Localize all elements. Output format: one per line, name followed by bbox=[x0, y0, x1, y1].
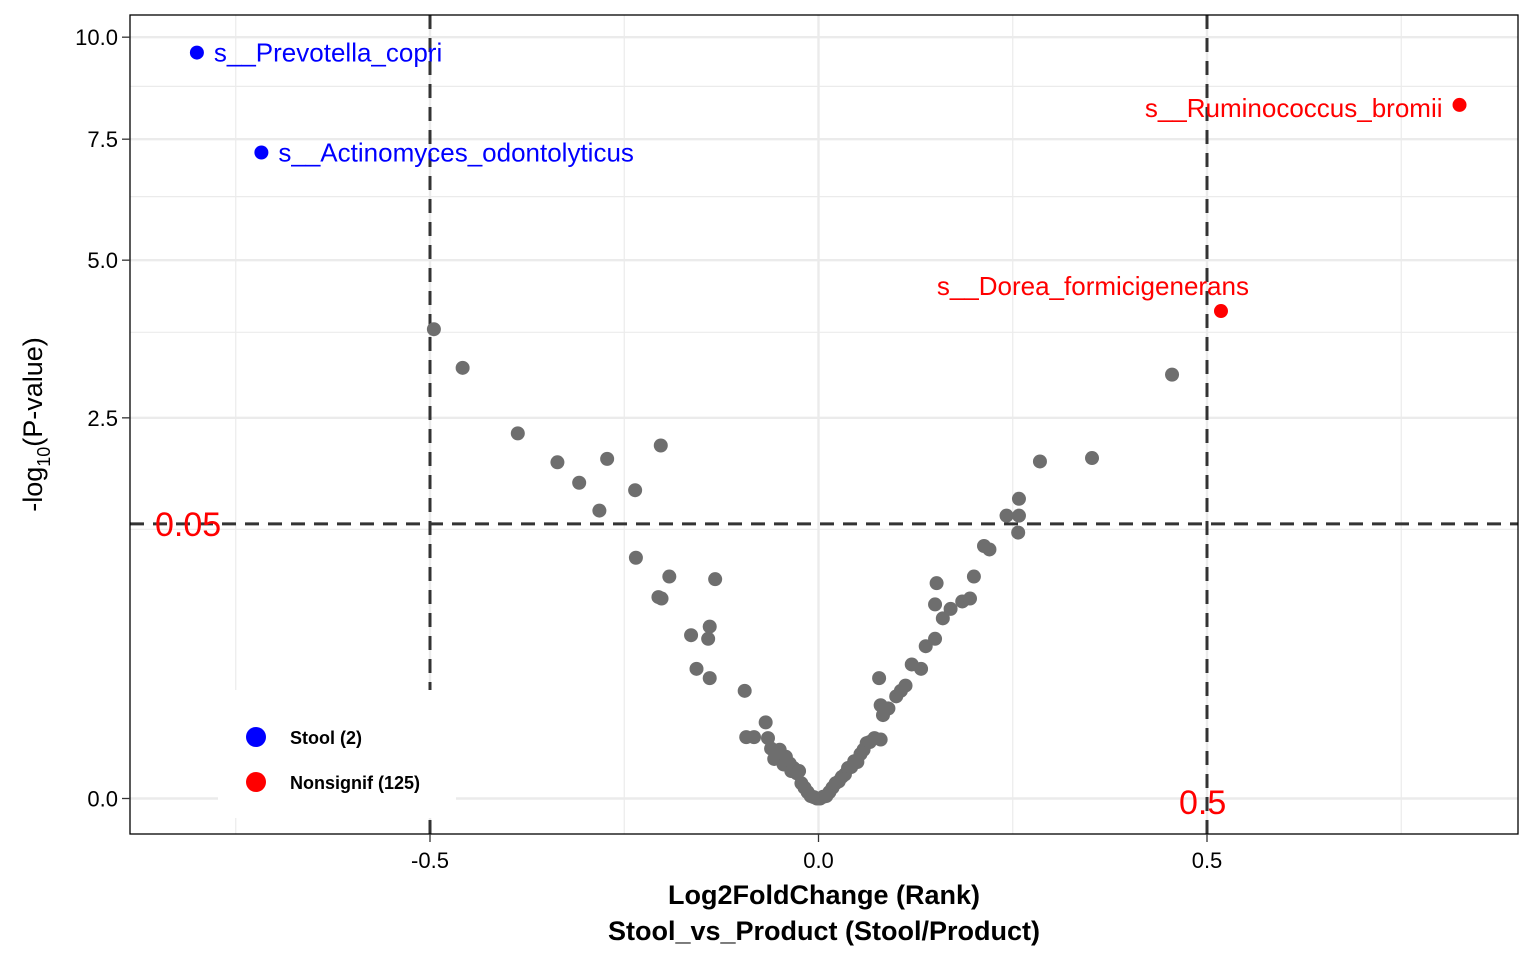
data-point bbox=[928, 597, 943, 612]
data-point bbox=[702, 619, 717, 634]
legend-background bbox=[218, 690, 456, 818]
y-axis-title-suffix: (P-value) bbox=[18, 337, 48, 447]
x-axis-title: Log2FoldChange (Rank) bbox=[668, 880, 980, 910]
data-point bbox=[1085, 451, 1100, 466]
data-point bbox=[1165, 367, 1180, 382]
threshold-lines bbox=[130, 15, 1518, 834]
y-axis-title: -log10(P-value) bbox=[18, 337, 54, 512]
legend-label-stool: Stool (2) bbox=[290, 728, 362, 748]
data-point bbox=[701, 631, 716, 646]
data-point bbox=[929, 576, 944, 591]
data-point bbox=[966, 569, 981, 584]
legend-key-nonsignif bbox=[246, 772, 266, 792]
data-point bbox=[918, 639, 933, 654]
point-label: s__Dorea_formicigenerans bbox=[937, 271, 1249, 301]
data-point bbox=[708, 572, 723, 587]
data-point bbox=[747, 730, 762, 745]
labeled-point bbox=[1213, 304, 1228, 319]
data-points bbox=[189, 45, 1467, 806]
data-point bbox=[702, 671, 717, 686]
point-label: s__Actinomyces_odontolyticus bbox=[278, 137, 634, 167]
data-point bbox=[914, 661, 929, 676]
data-point bbox=[689, 661, 704, 676]
point-labels: s__Prevotella_copri s__Actinomyces_odonto… bbox=[214, 38, 1443, 301]
x-axis-subtitle: Stool_vs_Product (Stool/Product) bbox=[608, 916, 1040, 946]
data-point bbox=[628, 550, 643, 565]
data-point bbox=[510, 426, 525, 441]
labeled-point bbox=[1452, 97, 1467, 112]
legend-key-stool bbox=[246, 727, 266, 747]
data-point bbox=[684, 628, 699, 643]
y-tick-label: 0.0 bbox=[87, 787, 118, 812]
y-tick-label: 2.5 bbox=[87, 406, 118, 431]
data-point bbox=[654, 591, 669, 606]
data-point bbox=[550, 455, 565, 470]
data-point bbox=[872, 671, 887, 686]
data-point bbox=[455, 360, 470, 375]
data-point bbox=[898, 678, 913, 693]
y-axis-title-prefix: -log bbox=[18, 467, 48, 512]
panel-border bbox=[129, 14, 1519, 835]
data-point bbox=[760, 731, 775, 746]
legend: Stool (2) Nonsignif (125) bbox=[218, 690, 456, 818]
data-point bbox=[592, 503, 607, 518]
data-point bbox=[600, 451, 615, 466]
y-tick-label: 10.0 bbox=[75, 25, 118, 50]
data-point bbox=[873, 732, 888, 747]
x-tick-label: -0.5 bbox=[411, 848, 449, 873]
y-axis-title-subscript: 10 bbox=[34, 447, 54, 467]
data-point bbox=[628, 483, 643, 498]
labeled-point bbox=[254, 145, 269, 160]
data-point bbox=[737, 683, 752, 698]
data-point bbox=[653, 438, 668, 453]
axis-ticks: 0.0 2.5 5.0 7.5 10.0 -0.5 0.0 0.5 bbox=[75, 25, 1222, 873]
threshold-p-label: 0.05 bbox=[155, 506, 221, 544]
data-point bbox=[982, 542, 997, 557]
data-point bbox=[881, 701, 896, 716]
data-point bbox=[662, 569, 677, 584]
data-point bbox=[999, 508, 1014, 523]
x-tick-label: 0.5 bbox=[1192, 848, 1223, 873]
point-label: s__Prevotella_copri bbox=[214, 38, 442, 68]
data-point bbox=[1032, 454, 1047, 469]
data-point bbox=[426, 322, 441, 337]
labeled-point bbox=[189, 45, 204, 60]
data-point bbox=[1011, 525, 1026, 540]
legend-label-nonsignif: Nonsignif (125) bbox=[290, 773, 420, 793]
data-point bbox=[1011, 491, 1026, 506]
data-point bbox=[792, 764, 807, 779]
point-label: s__Ruminococcus_bromii bbox=[1145, 93, 1443, 123]
data-point bbox=[963, 591, 978, 606]
y-tick-label: 7.5 bbox=[87, 127, 118, 152]
data-point bbox=[1011, 508, 1026, 523]
data-point bbox=[935, 611, 950, 626]
threshold-fc-label: 0.5 bbox=[1179, 784, 1226, 822]
data-point bbox=[758, 715, 773, 730]
data-point bbox=[928, 631, 943, 646]
data-point bbox=[943, 601, 958, 616]
y-tick-label: 5.0 bbox=[87, 248, 118, 273]
x-tick-label: 0.0 bbox=[803, 848, 834, 873]
data-point bbox=[572, 475, 587, 490]
